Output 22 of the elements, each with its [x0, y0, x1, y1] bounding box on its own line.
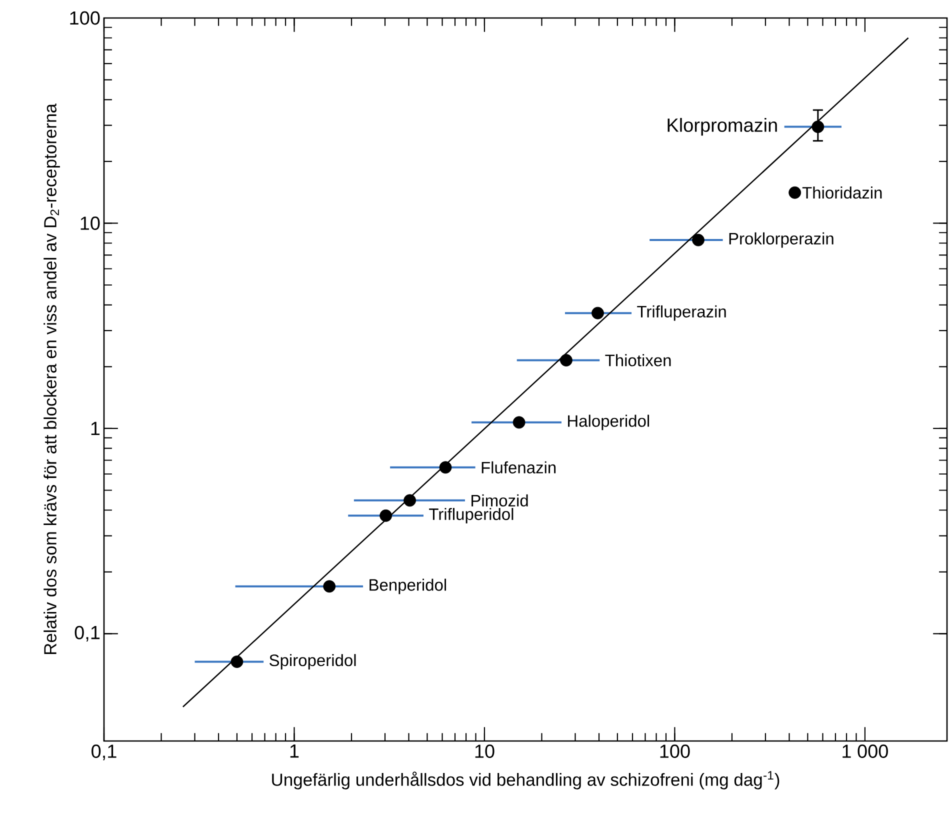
y-tick-label: 1 [91, 422, 100, 435]
x-tick-label: 0,1 [92, 744, 116, 760]
x-tick-label: 1 [290, 744, 299, 758]
annotation: Benperidol [370, 578, 446, 594]
annotation: Proklorperazin [729, 232, 834, 248]
annotation: Flufenazin [482, 461, 556, 474]
annotation: Klorpromazin [668, 118, 777, 136]
x-axis-title: Ungefärlig underhållsdos vid behandling av schizofreni (mg dag$^{-1}$) [272, 771, 780, 790]
x-tick-label: 1 000 [842, 744, 888, 758]
annotation: Trifluperazin [637, 305, 726, 321]
x-tick-label: 10 [475, 744, 494, 758]
y-axis-title: Relativ dos som krävs för att blockera en viss andel av D$_{2}$-receptorerna [44, 104, 60, 654]
annotation: Pimozid [472, 494, 528, 506]
annotation: Thioridazin [802, 186, 882, 199]
annotation: Haloperidol [568, 414, 650, 430]
y-tick-label: 10 [80, 216, 100, 230]
annotation: Thiotixen [605, 354, 671, 366]
x-tick-label: 100 [660, 744, 690, 758]
y-tick-label: 100 [70, 11, 100, 25]
annotation: Trifluperidol [429, 508, 514, 524]
y-tick-label: 0,1 [74, 626, 100, 642]
annotation: Spiroperidol [270, 654, 356, 670]
